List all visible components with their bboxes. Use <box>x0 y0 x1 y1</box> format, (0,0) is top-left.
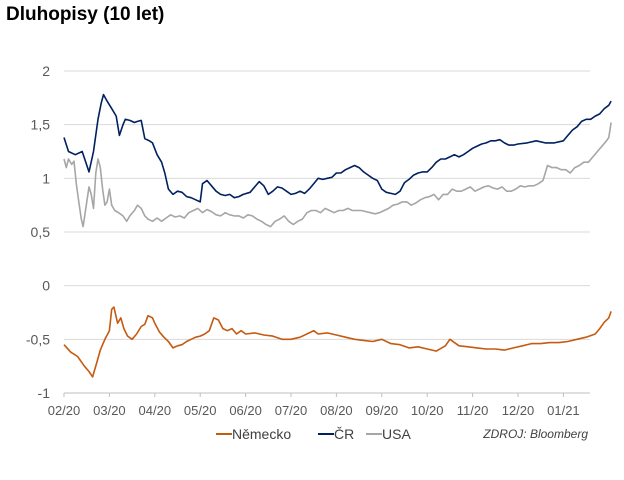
x-tick-label: 05/20 <box>184 403 217 418</box>
x-tick-label: 10/20 <box>411 403 444 418</box>
legend-label: ČR <box>334 426 354 442</box>
x-tick-label: 06/20 <box>229 403 262 418</box>
y-tick-label: 1 <box>42 170 50 186</box>
legend-label: Německo <box>232 426 291 442</box>
y-tick-label: 0,5 <box>31 224 51 240</box>
legend-label: USA <box>382 426 411 442</box>
legend: Německo ČR USA <box>216 426 411 442</box>
y-tick-label: 2 <box>42 63 50 79</box>
x-tick-label: 04/20 <box>139 403 172 418</box>
chart-title: Dluhopisy (10 let) <box>6 4 165 25</box>
y-tick-label: 1,5 <box>31 117 51 133</box>
x-tick-label: 01/21 <box>547 403 580 418</box>
x-axis: 02/20 03/20 04/20 05/20 06/20 07/20 08/20 09/20… <box>48 392 590 418</box>
x-tick-label: 02/20 <box>48 403 81 418</box>
series-lines <box>63 93 612 378</box>
grid-lines <box>64 70 590 394</box>
series-line-nemecko <box>63 306 612 378</box>
y-axis: 2 1,5 1 0,5 0 -0,5 -1 <box>26 63 50 401</box>
x-tick-label: 12/20 <box>502 403 535 418</box>
y-tick-label: -1 <box>38 385 51 401</box>
x-tick-label: 03/20 <box>93 403 126 418</box>
series-line-usa <box>63 122 612 228</box>
series-line-cr <box>63 93 612 203</box>
x-tick-label: 08/20 <box>320 403 353 418</box>
x-tick-label: 09/20 <box>366 403 399 418</box>
y-tick-label: -0,5 <box>26 331 50 347</box>
y-tick-label: 0 <box>42 278 50 294</box>
x-tick-label: 07/20 <box>275 403 308 418</box>
source-note: ZDROJ: Bloomberg <box>482 427 588 441</box>
x-tick-label: 11/20 <box>457 403 489 418</box>
